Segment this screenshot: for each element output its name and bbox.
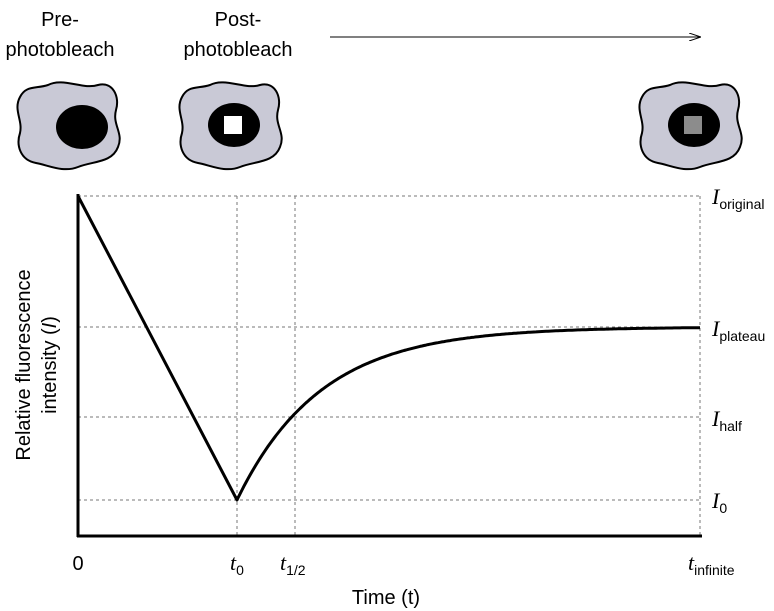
- diagram: Pre- photobleach Post- photobleach Iorig…: [0, 0, 774, 611]
- guide-lines: [78, 196, 700, 536]
- time-mark-label: t0: [230, 550, 244, 578]
- time-mark-label: t1/2: [280, 550, 306, 578]
- cell-pre: [17, 82, 119, 169]
- level-label: Iplateau: [711, 316, 765, 344]
- level-label: Ihalf: [711, 406, 742, 434]
- stage-label: photobleach: [184, 39, 293, 61]
- y-axis-title-line: intensity (I): [39, 316, 61, 414]
- stage-label: Post-: [215, 9, 262, 31]
- cell-recovered: [639, 82, 741, 169]
- stage-label: Pre-: [41, 9, 79, 31]
- y-axis-title-line: Relative fluorescence: [13, 269, 35, 460]
- level-label: I0: [711, 488, 727, 516]
- origin-label: 0: [72, 553, 83, 575]
- cell-post: [179, 82, 281, 169]
- level-label: Ioriginal: [711, 184, 764, 212]
- y-axis-title: Relative fluorescence intensity (I): [13, 269, 61, 460]
- stage-label: photobleach: [6, 39, 115, 61]
- intensity-curve: [78, 196, 700, 500]
- time-mark-label: tinfinite: [688, 550, 735, 578]
- x-axis-title: Time (t): [352, 587, 420, 609]
